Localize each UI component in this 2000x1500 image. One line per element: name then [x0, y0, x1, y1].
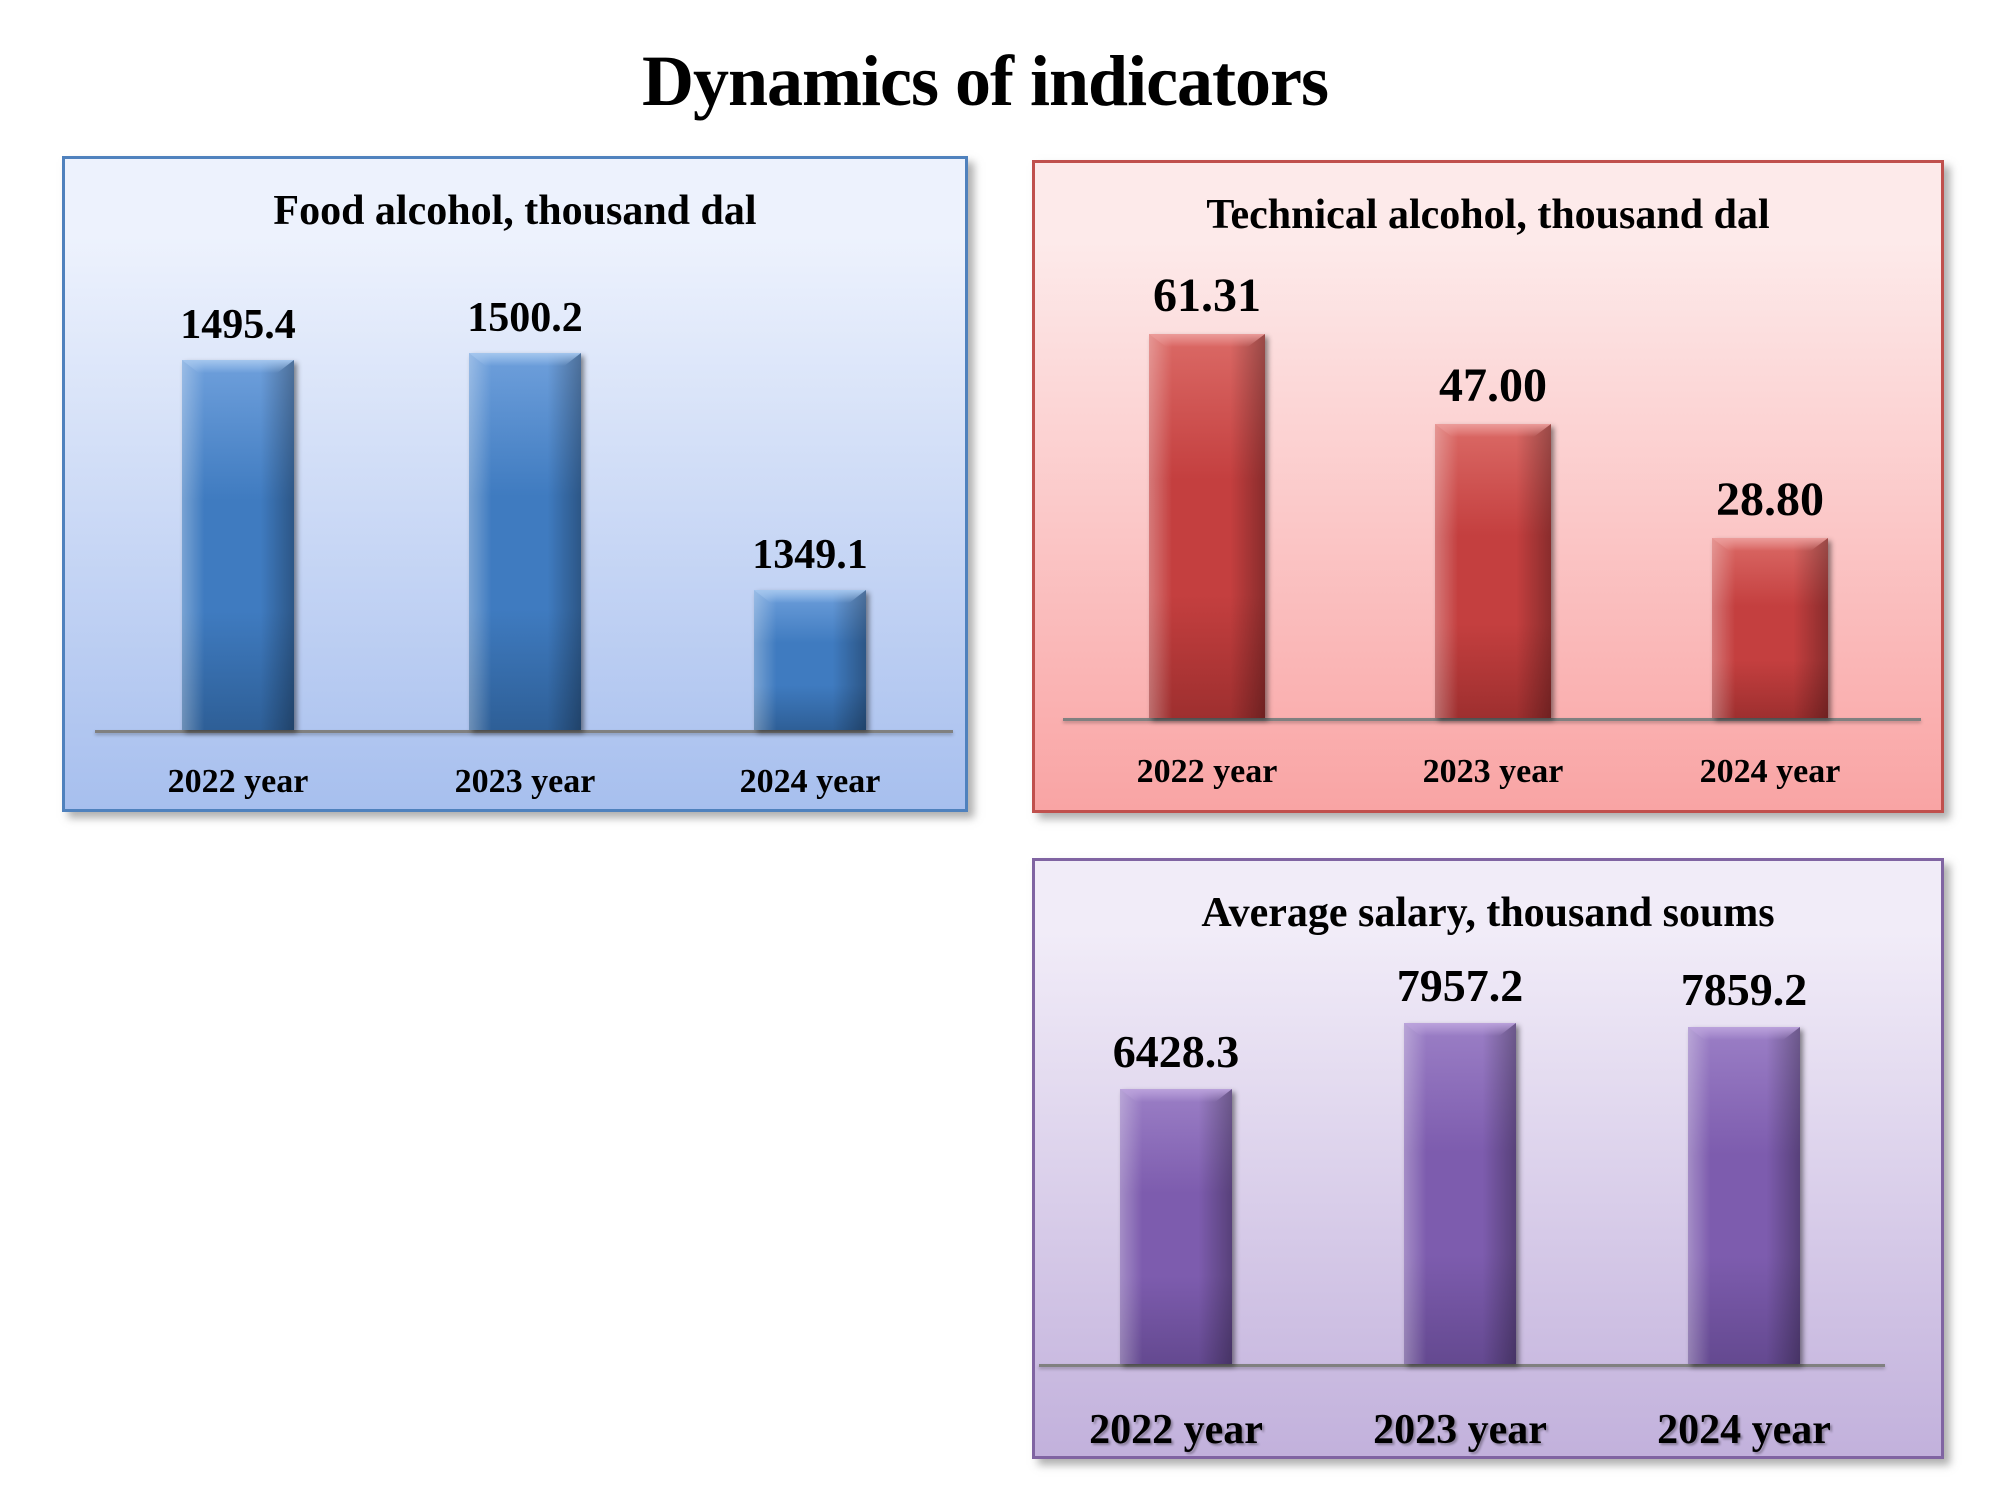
- chart-panel-average-salary: Average salary, thousand soums 6428.3 202…: [1032, 858, 1944, 1459]
- x-axis-label-2024: 2024 year: [1699, 753, 1841, 790]
- bar-2023: [1404, 1023, 1516, 1364]
- bar-2024: [1712, 538, 1828, 718]
- chart-panel-food-alcohol: Food alcohol, thousand dal 1495.4 2022 ye…: [62, 156, 968, 812]
- value-label-2024: 1349.1: [752, 531, 868, 578]
- bar-2022: [1120, 1089, 1232, 1364]
- x-axis-label-2023: 2023 year: [1373, 1407, 1547, 1453]
- chart-panel-technical-alcohol: Technical alcohol, thousand dal 61.31 202…: [1032, 160, 1944, 813]
- value-label-2024: 7859.2: [1680, 964, 1808, 1016]
- bar-2023: [469, 353, 581, 730]
- bar-2024: [754, 590, 866, 730]
- x-axis-label-2023: 2023 year: [454, 763, 596, 800]
- bar-2022: [182, 360, 294, 730]
- value-label-2024: 28.80: [1716, 473, 1824, 527]
- x-axis-line: [1063, 718, 1921, 721]
- value-label-2022: 6428.3: [1112, 1026, 1240, 1078]
- x-axis-label-2022: 2022 year: [1089, 1407, 1263, 1453]
- value-label-2023: 47.00: [1439, 359, 1547, 413]
- x-axis-label-2024: 2024 year: [1657, 1407, 1831, 1453]
- chart-title-food-alcohol: Food alcohol, thousand dal: [273, 188, 757, 234]
- value-label-2023: 1500.2: [467, 294, 583, 341]
- chart-title-technical-alcohol: Technical alcohol, thousand dal: [1206, 192, 1770, 238]
- chart-title-average-salary: Average salary, thousand soums: [1201, 890, 1775, 936]
- x-axis-line: [95, 730, 953, 733]
- bar-2023: [1435, 424, 1551, 718]
- bar-2022: [1149, 334, 1265, 718]
- x-axis-label-2022: 2022 year: [167, 763, 309, 800]
- page-title: Dynamics of indicators: [642, 41, 1329, 121]
- value-label-2023: 7957.2: [1396, 960, 1524, 1012]
- x-axis-label-2023: 2023 year: [1422, 753, 1564, 790]
- value-label-2022: 61.31: [1153, 269, 1261, 323]
- x-axis-label-2024: 2024 year: [739, 763, 881, 800]
- x-axis-label-2022: 2022 year: [1136, 753, 1278, 790]
- x-axis-line: [1039, 1364, 1885, 1367]
- value-label-2022: 1495.4: [180, 301, 296, 348]
- bar-2024: [1688, 1027, 1800, 1364]
